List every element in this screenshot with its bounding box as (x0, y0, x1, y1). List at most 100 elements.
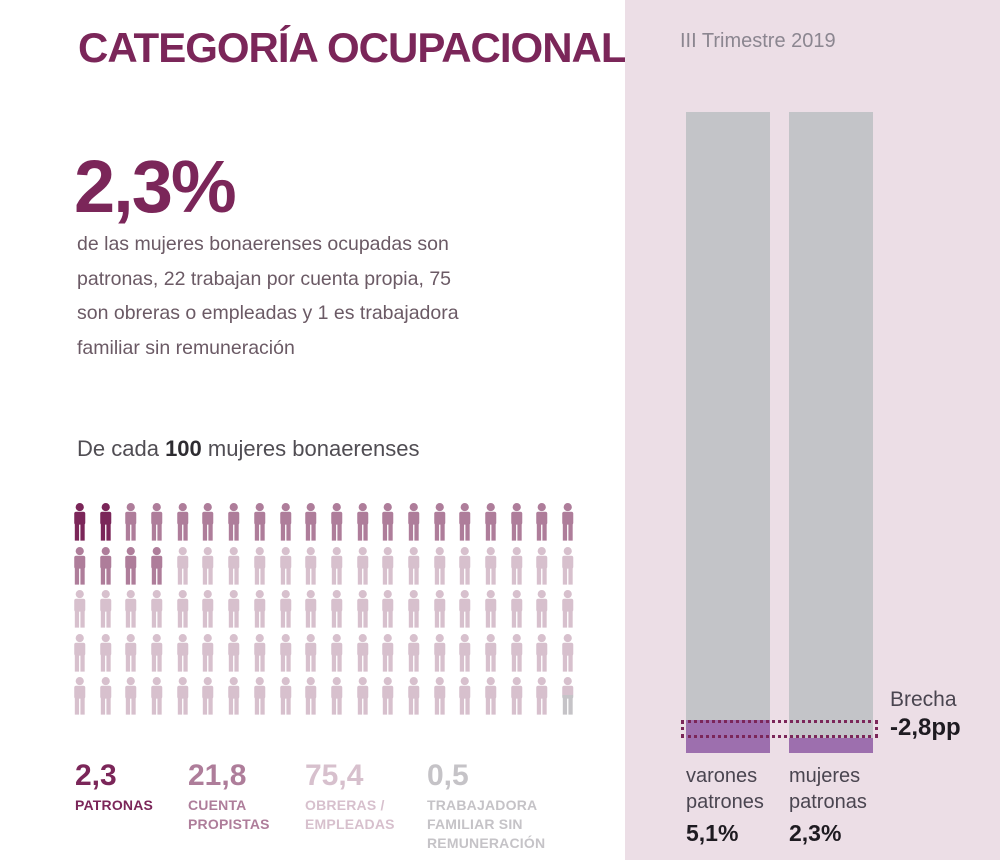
person-icon-obreras-empleadas (459, 677, 471, 715)
person-icon-obreras-empleadas (305, 546, 317, 585)
bar-varones-patrones (686, 112, 770, 753)
person-icon-obreras-empleadas (202, 677, 214, 715)
person-icon-obreras-empleadas (125, 677, 137, 715)
bar-mujeres-patronas (789, 112, 873, 753)
person-icon-obreras-empleadas (202, 590, 214, 628)
person-icon-obreras-empleadas (485, 633, 497, 672)
person-icon-obreras-empleadas (228, 590, 240, 628)
pictogram-heading-number: 100 (165, 436, 202, 461)
person-icon-cuenta-propistas (562, 503, 574, 541)
pictogram-heading: De cada 100 mujeres bonaerenses (77, 436, 419, 462)
person-icon-cuenta-propistas (305, 503, 317, 541)
person-icon-trabajadora-familiar (562, 677, 574, 715)
bar-value-label: 5,1% (686, 820, 739, 846)
legend-item-patronas: 2,3 PATRONAS (75, 760, 183, 815)
legend-item-trabajadora-familiar: 0,5 TRABAJADORA FAMILIAR SIN REMUNERACIÓ… (427, 760, 573, 853)
person-icon-obreras-empleadas (562, 633, 574, 672)
person-icon-obreras-empleadas (305, 677, 317, 715)
person-icon-obreras-empleadas (74, 590, 86, 628)
person-icon-obreras-empleadas (228, 677, 240, 715)
person-icon-obreras-empleadas (331, 633, 343, 672)
legend-item-cuenta-propistas: 21,8 CUENTA PROPISTAS (188, 760, 288, 834)
pictogram-heading-suffix: mujeres bonaerenses (201, 436, 420, 461)
person-icon-obreras-empleadas (356, 546, 368, 585)
person-icon-obreras-empleadas (356, 677, 368, 715)
pictogram-grid (70, 503, 578, 715)
person-icon-obreras-empleadas (510, 546, 522, 585)
person-icon-obreras-empleadas (176, 677, 189, 715)
person-icon-obreras-empleadas (331, 546, 343, 585)
legend-label: TRABAJADORA FAMILIAR SIN REMUNERACIÓN (427, 796, 546, 851)
person-icon-cuenta-propistas (151, 503, 163, 541)
right-panel: III Trimestre 2019 Brecha -2,8pp varones… (625, 0, 1000, 860)
legend-value: 21,8 (188, 759, 247, 792)
person-icon-obreras-empleadas (99, 633, 111, 672)
person-icon-obreras-empleadas (228, 633, 240, 672)
left-panel: CATEGORÍA OCUPACIONAL 2,3% de las mujere… (70, 24, 627, 853)
bar-label-line: mujeres (789, 765, 861, 787)
person-icon-cuenta-propistas (279, 503, 291, 541)
bar-label-line: varones (686, 765, 758, 787)
person-icon-obreras-empleadas (254, 633, 266, 672)
person-icon-cuenta-propistas (228, 503, 240, 541)
bar-caption-varones-patrones: varones patrones 5,1% (686, 763, 764, 847)
person-icon-obreras-empleadas (382, 633, 394, 672)
person-icon-obreras-empleadas (228, 546, 240, 585)
person-icon-patronas (74, 503, 86, 541)
person-icon-obreras-empleadas (279, 633, 291, 672)
person-icon-cuenta-propistas (536, 503, 548, 541)
person-icon-obreras-empleadas (536, 677, 548, 715)
person-icon-obreras-empleadas (536, 546, 548, 585)
person-icon-cuenta-propistas (356, 503, 368, 541)
person-icon-obreras-empleadas (202, 633, 214, 672)
person-icon-obreras-empleadas (562, 546, 574, 585)
person-icon-obreras-empleadas (254, 590, 266, 628)
person-icon-cuenta-propistas (408, 503, 420, 541)
legend-value: 75,4 (305, 759, 364, 792)
legend-label: CUENTA PROPISTAS (188, 796, 270, 832)
headline-stat-description: de las mujeres bonaerenses ocupadas son … (77, 233, 459, 359)
person-icon-cuenta-propistas (510, 503, 522, 541)
person-icon-cuenta-propistas (433, 503, 445, 541)
person-icon-obreras-empleadas (408, 546, 420, 585)
person-icon-obreras-empleadas (151, 677, 163, 715)
bar-label-line: patrones (686, 791, 764, 813)
person-icon-obreras-empleadas (202, 546, 214, 585)
person-icon-obreras-empleadas (536, 590, 548, 628)
person-icon-obreras-empleadas (176, 546, 189, 585)
person-icon-obreras-empleadas (125, 633, 137, 672)
person-icon-cuenta-propistas (459, 503, 471, 541)
person-icon-cuenta-propistas (151, 546, 163, 585)
person-icon-obreras-empleadas (356, 633, 368, 672)
person-icon-cuenta-propistas (254, 503, 266, 541)
person-icon-cuenta-propistas (202, 503, 214, 541)
person-icon-obreras-empleadas (408, 633, 420, 672)
person-icon-obreras-empleadas (433, 633, 445, 672)
person-icon-obreras-empleadas (254, 546, 266, 585)
person-icon-obreras-empleadas (459, 546, 471, 585)
period-label: III Trimestre 2019 (680, 30, 836, 52)
person-icon-obreras-empleadas (74, 633, 86, 672)
page-title: CATEGORÍA OCUPACIONAL (78, 24, 627, 71)
person-icon-obreras-empleadas (382, 546, 394, 585)
pictogram-heading-prefix: De cada (77, 436, 166, 461)
brecha-annotation: Brecha -2,8pp (890, 688, 961, 742)
person-icon-obreras-empleadas (331, 590, 343, 628)
person-icon-obreras-empleadas (510, 677, 522, 715)
person-icon-obreras-empleadas (382, 590, 394, 628)
person-icon-obreras-empleadas (485, 677, 497, 715)
bar-fill-mujeres-patronas (789, 738, 873, 753)
bar-label-line: patronas (789, 791, 867, 813)
person-icon-obreras-empleadas (279, 590, 291, 628)
person-icon-cuenta-propistas (99, 546, 111, 585)
brecha-label: Brecha (890, 688, 957, 711)
legend-value: 2,3 (75, 759, 117, 792)
person-icon-obreras-empleadas (305, 633, 317, 672)
person-icon-cuenta-propistas (382, 503, 394, 541)
legend-item-obreras-empleadas: 75,4 OBRERAS / EMPLEADAS (305, 760, 417, 834)
person-icon-obreras-empleadas (305, 590, 317, 628)
legend-label: PATRONAS (75, 796, 154, 813)
person-icon-obreras-empleadas (459, 590, 471, 628)
person-icon-cuenta-propistas (125, 503, 137, 541)
